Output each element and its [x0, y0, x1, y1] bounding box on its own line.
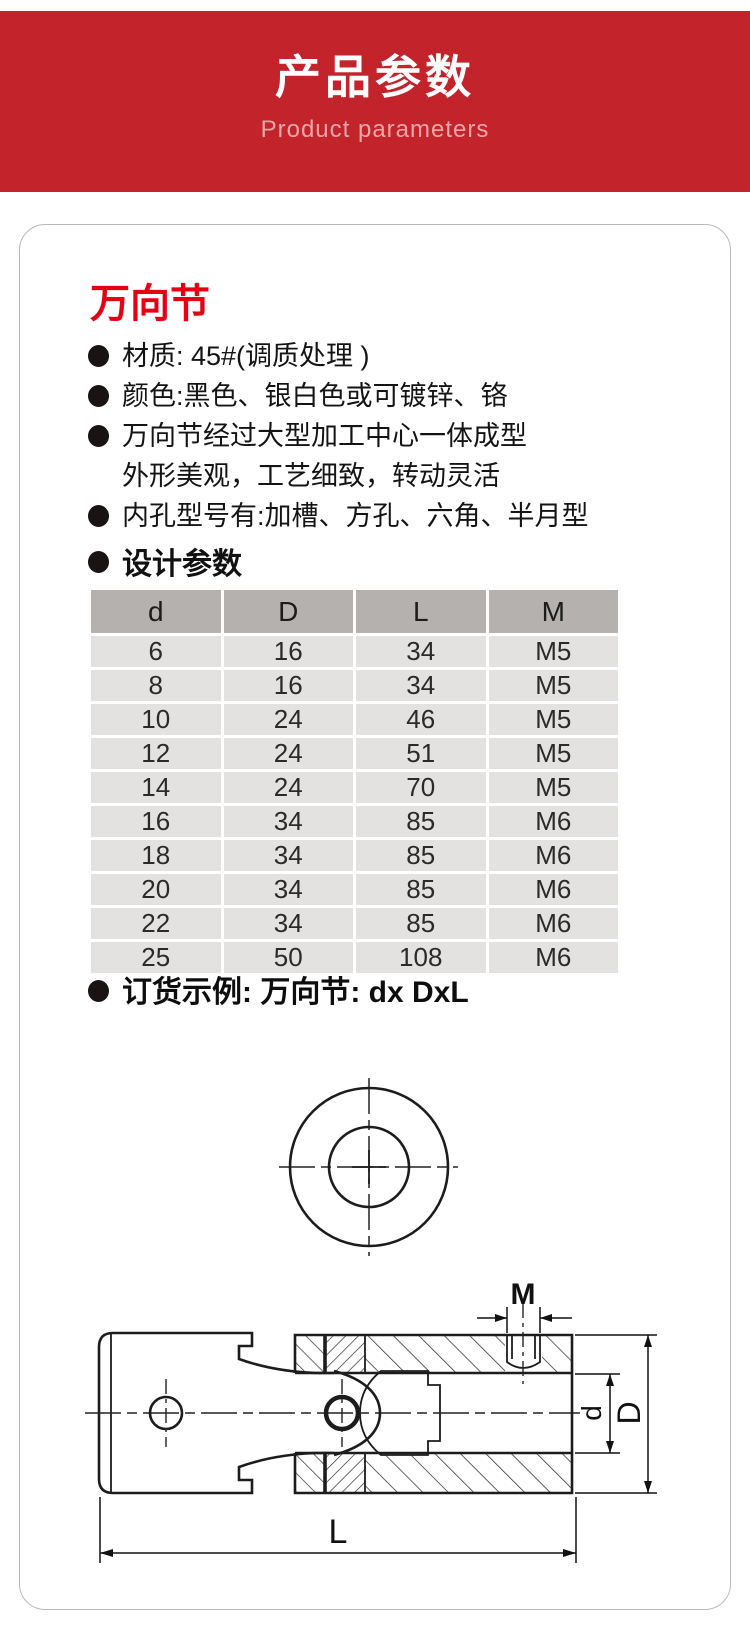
- bullet-icon: [88, 345, 109, 367]
- top-strip: [0, 0, 750, 11]
- table-cell: 70: [353, 769, 489, 806]
- table-row: 10 24 46 M5: [88, 701, 621, 738]
- section-title: 产品参数: [275, 51, 475, 103]
- table-cell: 16: [220, 633, 356, 670]
- table-cell: 8: [88, 667, 224, 704]
- table-cell: 34: [220, 803, 356, 840]
- order-example: 订货示例: 万向节: dx DxL: [88, 967, 469, 1011]
- table-cell: 18: [88, 837, 224, 874]
- table-cell: M5: [485, 633, 621, 670]
- section-banner: 产品参数 Product parameters: [0, 11, 750, 192]
- bullet-icon: [88, 551, 109, 573]
- table-cell: 85: [353, 837, 489, 874]
- bullet-icon: [88, 425, 109, 447]
- table-cell: M6: [485, 871, 621, 908]
- product-title: 万向节: [90, 282, 210, 326]
- table-cell: 34: [220, 871, 356, 908]
- table-cell: 24: [220, 701, 356, 738]
- table-cell: M6: [485, 837, 621, 874]
- table-cell: 34: [220, 905, 356, 942]
- table-header-cell: M: [485, 587, 621, 636]
- table-cell: M5: [485, 667, 621, 704]
- front-view-circles: [279, 1078, 458, 1256]
- feature-text: 万向节经过大型加工中心一体成型: [122, 421, 527, 451]
- table-cell: 50: [220, 939, 356, 976]
- table-cell: 46: [353, 701, 489, 738]
- bullet-icon: [88, 505, 109, 527]
- table-cell: 14: [88, 769, 224, 806]
- table-row: 20 34 85 M6: [88, 871, 621, 908]
- table-cell: 6: [88, 633, 224, 670]
- table-header-cell: D: [220, 587, 356, 636]
- feature-text: 材质: 45#(调质处理 ): [122, 341, 370, 371]
- table-cell: 85: [353, 905, 489, 942]
- feature-list: 材质: 45#(调质处理 ) 颜色:黑色、银白色或可镀锌、铬 万向节经过大型加工中心…: [88, 339, 688, 539]
- table-row: 16 34 85 M6: [88, 803, 621, 840]
- feature-text: 外形美观，工艺细致，转动灵活: [122, 461, 500, 491]
- table-row: 25 50 108 M6: [88, 939, 621, 976]
- bullet-icon: [88, 385, 109, 407]
- table-cell: 25: [88, 939, 224, 976]
- side-section-view: [85, 1303, 580, 1495]
- table-row: 14 24 70 M5: [88, 769, 621, 806]
- table-row: 22 34 85 M6: [88, 905, 621, 942]
- table-cell: M6: [485, 905, 621, 942]
- table-header-cell: d: [88, 587, 224, 636]
- table-cell: 51: [353, 735, 489, 772]
- dim-label-m: M: [511, 1278, 536, 1311]
- table-cell: M5: [485, 735, 621, 772]
- universal-joint-technical-drawing: M d D: [85, 1078, 657, 1563]
- table-row: 18 34 85 M6: [88, 837, 621, 874]
- design-params-label: 设计参数: [122, 548, 242, 581]
- table-cell: 22: [88, 905, 224, 942]
- dim-label-l: L: [329, 1513, 348, 1551]
- table-cell: 16: [220, 667, 356, 704]
- dimension-d: d: [575, 1373, 620, 1454]
- bullet-icon: [88, 979, 109, 1002]
- table-cell: 10: [88, 701, 224, 738]
- table-cell: 85: [353, 871, 489, 908]
- table-cell: 85: [353, 803, 489, 840]
- feature-item: 颜色:黑色、银白色或可镀锌、铬: [88, 379, 688, 419]
- table-cell: M6: [485, 803, 621, 840]
- dim-label-d: d: [576, 1405, 607, 1421]
- table-cell: M6: [485, 939, 621, 976]
- table-cell: 24: [220, 769, 356, 806]
- feature-text: 颜色:黑色、银白色或可镀锌、铬: [122, 381, 508, 411]
- product-parameters-card: 万向节 材质: 45#(调质处理 ) 颜色:黑色、银白色或可镀锌、铬 万向节经过大型…: [19, 224, 731, 1610]
- table-cell: 34: [353, 633, 489, 670]
- table-cell: 16: [88, 803, 224, 840]
- feature-text: 内孔型号有:加槽、方孔、六角、半月型: [122, 501, 589, 531]
- table-cell: 12: [88, 735, 224, 772]
- table-cell: 34: [220, 837, 356, 874]
- feature-item: 万向节经过大型加工中心一体成型: [88, 419, 688, 459]
- table-row: 8 16 34 M5: [88, 667, 621, 704]
- feature-item: 材质: 45#(调质处理 ): [88, 339, 688, 379]
- table-row: 12 24 51 M5: [88, 735, 621, 772]
- dimension-m: M: [477, 1278, 572, 1333]
- order-example-label: 订货示例: 万向节: dx DxL: [122, 976, 469, 1009]
- design-params-heading: 设计参数: [88, 539, 242, 583]
- table-cell: M5: [485, 701, 621, 738]
- table-header-cell: L: [353, 587, 489, 636]
- feature-item: 内孔型号有:加槽、方孔、六角、半月型: [88, 499, 688, 539]
- table-row: 6 16 34 M5: [88, 633, 621, 670]
- dimension-big-d: D: [575, 1334, 657, 1494]
- section-subtitle: Product parameters: [260, 116, 490, 143]
- table-cell: 20: [88, 871, 224, 908]
- table-cell: 24: [220, 735, 356, 772]
- dimension-l: L: [99, 1497, 577, 1563]
- table-cell: M5: [485, 769, 621, 806]
- table-cell: 34: [353, 667, 489, 704]
- feature-item: 外形美观，工艺细致，转动灵活: [88, 459, 688, 499]
- table-cell: 108: [353, 939, 489, 976]
- dim-label-D: D: [611, 1401, 647, 1424]
